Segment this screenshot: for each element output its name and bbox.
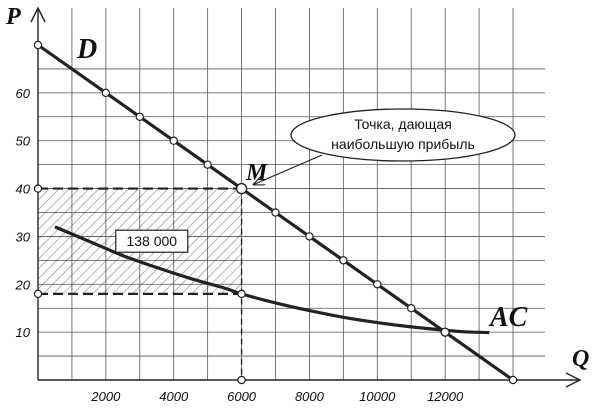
area-value-label: 138 000 — [126, 233, 177, 249]
area-value-box — [115, 229, 189, 253]
callout-line-1: Точка, дающая — [354, 116, 452, 132]
y-tick-label: 30 — [16, 229, 31, 244]
y-tick-label: 60 — [16, 86, 31, 101]
series-label-ac: AC — [488, 302, 528, 333]
tick-labels: 2000 4000 6000 8000 10000 12000 10 20 30 40 50 60 — [15, 86, 464, 404]
x-tick-label: 10000 — [359, 389, 396, 404]
callout: Точка, дающая наибольшую прибыль — [254, 108, 516, 185]
reference-point — [33, 289, 43, 299]
demand-point — [305, 232, 314, 241]
demand-point — [508, 375, 518, 385]
demand-point — [135, 112, 144, 121]
average-cost-curve — [54, 225, 490, 335]
reference-point — [237, 375, 246, 385]
callout-line-2: наибольшую прибыль — [331, 136, 475, 152]
area-label-group: 138 000 — [115, 229, 189, 253]
demand-point — [203, 160, 212, 169]
demand-point — [373, 280, 382, 289]
point-label-m: M — [245, 160, 269, 186]
y-tick-label: 40 — [16, 182, 31, 197]
x-axis-title: Q — [572, 346, 589, 372]
axes — [30, 6, 582, 388]
reference-lines — [38, 187, 243, 380]
y-tick-label: 50 — [16, 134, 31, 149]
callout-ellipse — [290, 108, 516, 162]
reference-point — [33, 184, 43, 193]
y-axis-title: P — [5, 4, 21, 30]
y-axis-arrow — [30, 6, 46, 23]
series-label-d: D — [76, 34, 97, 65]
x-axis-arrow — [565, 372, 582, 388]
reference-point — [237, 289, 246, 299]
y-tick-label: 20 — [15, 277, 31, 292]
demand-point — [271, 208, 280, 217]
x-tick-label: 8000 — [295, 389, 325, 404]
x-tick-label: 4000 — [159, 389, 189, 404]
demand-point — [407, 304, 416, 313]
demand-point — [339, 256, 348, 265]
x-tick-label: 2000 — [90, 389, 121, 404]
x-tick-label: 6000 — [227, 389, 257, 404]
demand-point — [33, 40, 43, 50]
markers-layer — [33, 40, 518, 385]
demand-point — [101, 88, 111, 98]
grid — [38, 8, 545, 380]
y-tick-label: 10 — [16, 325, 31, 340]
point-m-marker — [235, 182, 248, 195]
intersection-marker — [440, 327, 450, 337]
callout-arrow — [254, 154, 323, 185]
demand-point — [169, 136, 178, 145]
x-tick-label: 12000 — [427, 389, 464, 404]
